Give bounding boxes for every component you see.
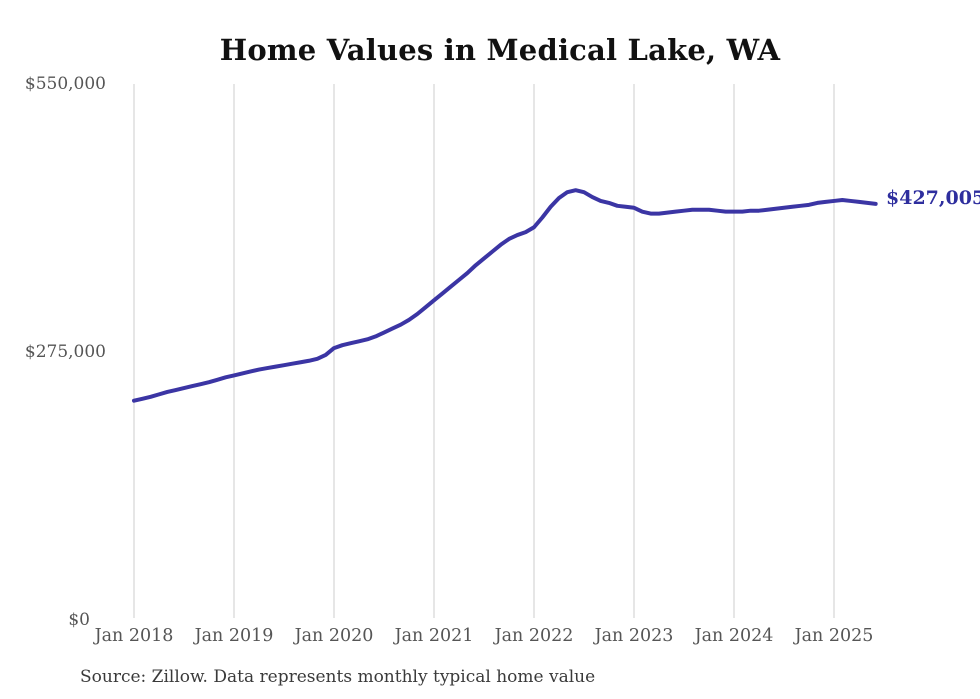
y-tick-label: $0 xyxy=(68,610,90,630)
x-tick-label: Jan 2022 xyxy=(494,626,574,646)
x-tick-label: Jan 2025 xyxy=(794,626,874,646)
x-tick-label: Jan 2018 xyxy=(94,626,174,646)
x-tick-label: Jan 2023 xyxy=(594,626,674,646)
y-tick-label: $275,000 xyxy=(24,342,106,362)
x-tick-label: Jan 2021 xyxy=(394,626,474,646)
source-note: Source: Zillow. Data represents monthly … xyxy=(80,667,596,687)
x-tick-label: Jan 2019 xyxy=(194,626,274,646)
chart-title: Home Values in Medical Lake, WA xyxy=(219,33,781,67)
vertical-gridlines xyxy=(133,84,835,618)
x-tick-label: Jan 2020 xyxy=(294,626,374,646)
y-tick-label: $550,000 xyxy=(24,74,106,94)
latest-value-label: $427,005 xyxy=(886,187,980,209)
x-tick-label: Jan 2024 xyxy=(694,626,774,646)
home-value-series-line xyxy=(132,188,878,403)
